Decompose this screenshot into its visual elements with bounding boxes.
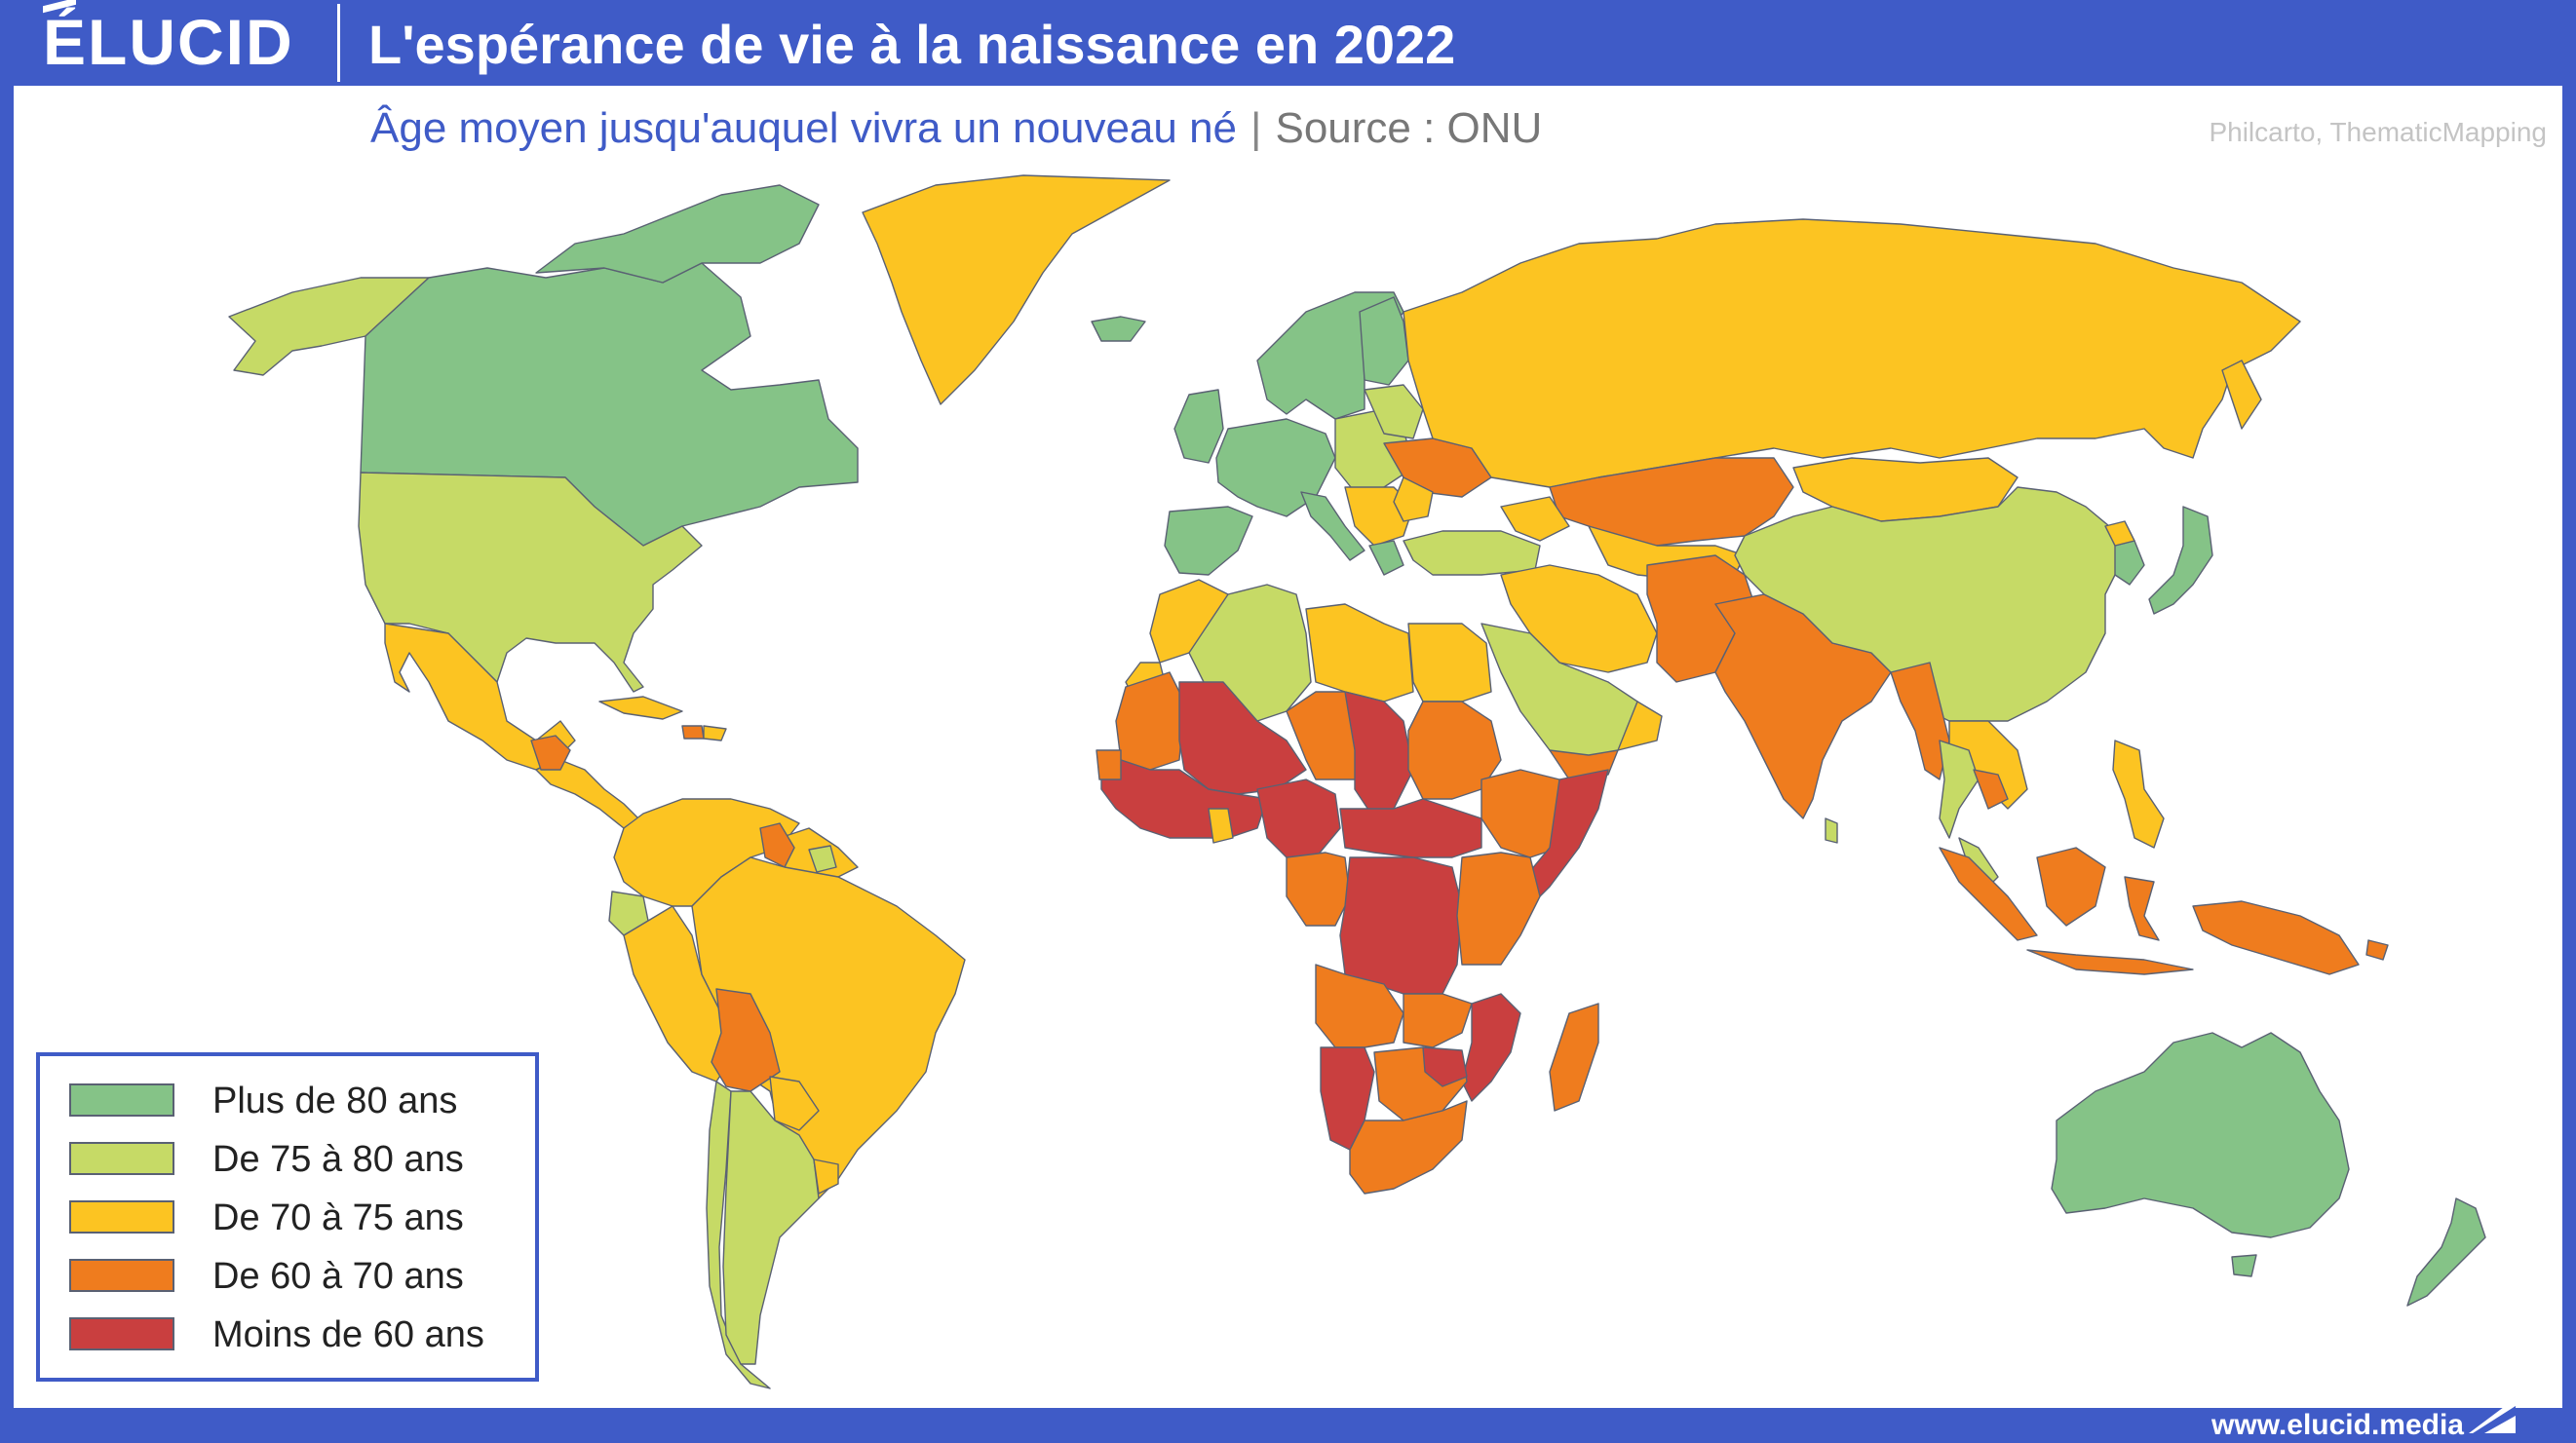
region-haiti bbox=[681, 725, 705, 740]
region-iceland bbox=[1091, 316, 1146, 342]
header-bar: ÉLUCID L'espérance de vie à la naissance… bbox=[0, 0, 2576, 86]
region-madagascar bbox=[1549, 1003, 1599, 1112]
region-moldova-romania bbox=[1393, 476, 1434, 522]
region-libya bbox=[1305, 603, 1414, 703]
legend-label: De 60 à 70 ans bbox=[212, 1256, 464, 1297]
region-cameroon-gabon bbox=[1286, 852, 1351, 927]
region-indonesia-borneo bbox=[2036, 847, 2106, 927]
region-sri-lanka bbox=[1825, 817, 1838, 844]
region-guatemala bbox=[530, 735, 571, 771]
region-drc bbox=[1339, 856, 1463, 995]
region-japan bbox=[2148, 506, 2213, 615]
region-turkey bbox=[1403, 530, 1541, 576]
region-paraguay bbox=[769, 1076, 820, 1131]
region-china bbox=[1734, 486, 2121, 722]
region-mexico bbox=[384, 623, 576, 771]
world-map bbox=[228, 174, 2486, 1389]
region-mauritania bbox=[1115, 671, 1185, 771]
logo-mark-icon bbox=[2469, 1398, 2516, 1433]
legend-swatch bbox=[69, 1317, 174, 1350]
legend-swatch bbox=[69, 1083, 174, 1117]
region-guyana bbox=[759, 822, 795, 868]
region-pacific-islands bbox=[2365, 939, 2389, 961]
region-argentina bbox=[722, 1090, 820, 1365]
region-myanmar bbox=[1890, 662, 1950, 780]
legend: Plus de 80 ans De 75 à 80 ans De 70 à 75… bbox=[36, 1052, 539, 1382]
region-senegal bbox=[1096, 749, 1122, 780]
region-canadian-arctic bbox=[535, 184, 820, 284]
region-greece bbox=[1368, 540, 1404, 576]
region-thailand bbox=[1939, 740, 1980, 839]
brand-text: ÉLUCID bbox=[43, 6, 294, 78]
region-somalia bbox=[1524, 769, 1609, 907]
region-caucasus bbox=[1500, 496, 1570, 542]
legend-swatch bbox=[69, 1142, 174, 1175]
legend-swatch bbox=[69, 1259, 174, 1292]
region-alaska bbox=[228, 277, 430, 376]
region-philippines bbox=[2112, 740, 2165, 849]
region-mozambique bbox=[1461, 993, 1521, 1102]
source-text: Source : ONU bbox=[1275, 104, 1543, 152]
legend-label: Plus de 80 ans bbox=[212, 1081, 458, 1121]
region-zimbabwe bbox=[1422, 1046, 1468, 1087]
region-south-sudan-car bbox=[1339, 798, 1482, 858]
brand-logo: ÉLUCID bbox=[43, 0, 294, 78]
region-egypt bbox=[1407, 623, 1492, 703]
region-papua bbox=[2192, 900, 2360, 975]
region-baltics-belarus bbox=[1364, 384, 1424, 439]
region-australia bbox=[2051, 1032, 2350, 1238]
region-levant-iran bbox=[1500, 564, 1658, 673]
legend-label: Moins de 60 ans bbox=[212, 1314, 484, 1355]
region-chad bbox=[1344, 691, 1414, 819]
region-uk-ireland bbox=[1173, 389, 1224, 464]
region-kamchatka bbox=[2221, 360, 2262, 430]
region-angola bbox=[1315, 964, 1404, 1048]
region-iberia bbox=[1164, 506, 1253, 576]
region-new-zealand bbox=[2406, 1197, 2486, 1307]
region-zambia bbox=[1403, 993, 1473, 1048]
region-greenland bbox=[862, 174, 1171, 405]
region-cambodia-laos bbox=[1973, 769, 2009, 810]
subtitle-separator: | bbox=[1250, 104, 1262, 152]
footer-bar: www.elucid.media bbox=[0, 1398, 2576, 1443]
region-uruguay bbox=[813, 1158, 839, 1195]
region-indonesia-sulawesi bbox=[2124, 876, 2160, 941]
subtitle-text: Âge moyen jusqu'auquel vivra un nouveau … bbox=[370, 104, 1238, 152]
region-east-africa bbox=[1456, 852, 1541, 966]
region-korea bbox=[2114, 540, 2145, 586]
region-oman bbox=[1617, 701, 1663, 751]
region-sudan bbox=[1407, 701, 1502, 800]
region-nigeria bbox=[1256, 778, 1341, 858]
region-cuba bbox=[598, 696, 683, 720]
header-divider bbox=[337, 4, 340, 82]
region-dominican-rep bbox=[703, 725, 727, 741]
region-suriname-fg bbox=[808, 845, 837, 873]
legend-swatch bbox=[69, 1200, 174, 1234]
region-italy bbox=[1300, 491, 1365, 561]
region-indonesia-java bbox=[2026, 949, 2194, 975]
region-russia bbox=[1403, 218, 2301, 488]
legend-label: De 75 à 80 ans bbox=[212, 1139, 464, 1180]
subtitle: Âge moyen jusqu'auquel vivra un nouveau … bbox=[370, 101, 1542, 156]
region-tasmania bbox=[2231, 1254, 2257, 1277]
page-title: L'espérance de vie à la naissance en 202… bbox=[368, 14, 1456, 75]
region-ghana bbox=[1208, 808, 1234, 844]
region-south-africa bbox=[1349, 1100, 1468, 1195]
region-chile bbox=[706, 1081, 771, 1389]
website-link[interactable]: www.elucid.media bbox=[2211, 1409, 2464, 1441]
region-western-europe bbox=[1215, 418, 1336, 517]
region-usa bbox=[358, 472, 703, 693]
map-credit: Philcarto, ThematicMapping bbox=[2209, 117, 2547, 147]
region-indonesia-sumatra bbox=[1939, 847, 2038, 941]
region-north-korea bbox=[2104, 520, 2135, 547]
legend-label: De 70 à 75 ans bbox=[212, 1197, 464, 1238]
